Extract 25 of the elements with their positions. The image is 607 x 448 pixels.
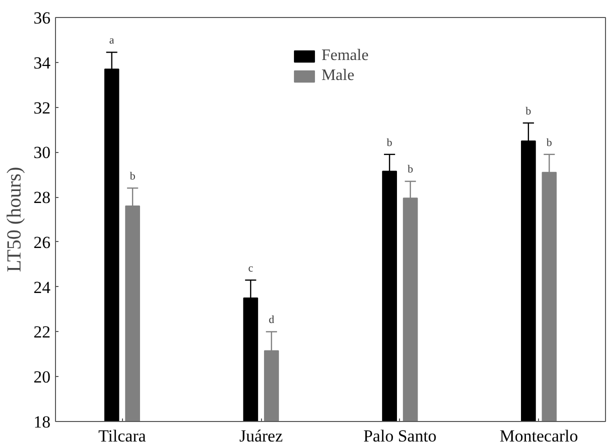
x-tick-label: Tilcara bbox=[98, 426, 146, 446]
y-tick-label: 32 bbox=[34, 98, 50, 118]
data-label: d bbox=[268, 314, 275, 326]
y-tick-label: 30 bbox=[34, 143, 50, 162]
data-label: a bbox=[109, 34, 114, 47]
x-tick-label: Montecarlo bbox=[500, 426, 578, 446]
legend-label: Male bbox=[321, 67, 354, 85]
y-tick-label: 22 bbox=[34, 322, 50, 342]
y-tick-label: 34 bbox=[34, 53, 51, 72]
data-label: c bbox=[248, 262, 254, 274]
y-tick-label: 20 bbox=[34, 368, 50, 387]
data-label: b bbox=[546, 136, 552, 149]
data-label: b bbox=[386, 136, 393, 149]
y-axis-title: LT50 (hours) bbox=[4, 166, 26, 272]
data-label: b bbox=[526, 105, 532, 118]
x-tick-label: Palo Santo bbox=[363, 426, 437, 446]
y-tick-label: 36 bbox=[34, 8, 50, 28]
y-tick-label: 26 bbox=[34, 232, 50, 252]
x-tick-label: Juárez bbox=[239, 426, 284, 446]
data-label: b bbox=[130, 170, 136, 182]
legend-label: Female bbox=[321, 47, 369, 65]
y-tick-label: 18 bbox=[34, 412, 50, 432]
data-label: b bbox=[408, 164, 414, 176]
y-tick-label: 24 bbox=[34, 278, 51, 297]
y-tick-label: 28 bbox=[34, 188, 50, 208]
